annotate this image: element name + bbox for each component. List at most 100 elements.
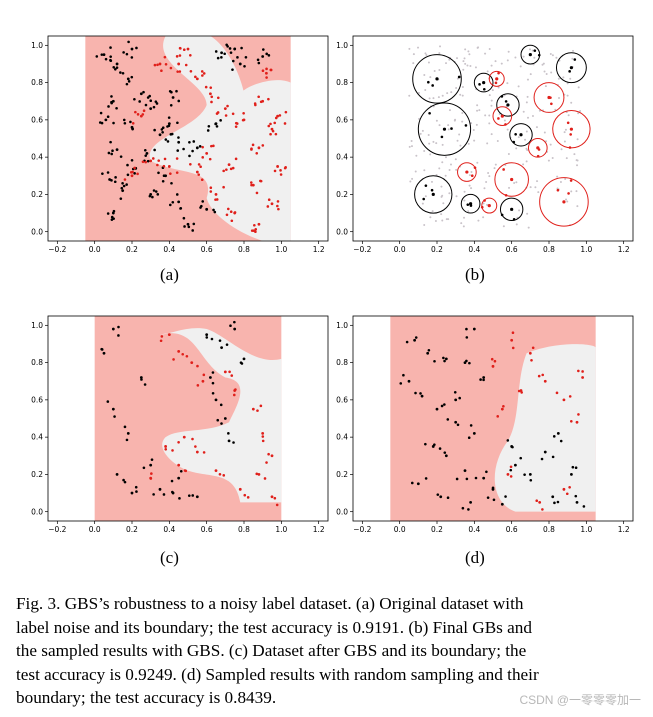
data-point: [143, 148, 147, 152]
x-tick-label: 1.0: [275, 245, 287, 254]
data-point: [575, 420, 579, 424]
background-sample: [459, 93, 462, 96]
data-point: [220, 346, 224, 350]
data-point: [256, 409, 259, 412]
y-tick-label: 0.6: [31, 115, 43, 124]
data-point: [553, 501, 556, 505]
data-point: [109, 55, 112, 58]
granular-ball: [494, 162, 529, 197]
data-point: [131, 170, 134, 174]
sampled-point: [573, 58, 577, 61]
data-point: [220, 51, 224, 55]
data-point: [261, 144, 265, 147]
background-sample: [415, 154, 418, 157]
data-point: [196, 384, 200, 387]
data-point: [192, 222, 196, 226]
data-point: [113, 180, 117, 184]
sampled-point: [502, 168, 505, 171]
data-point: [214, 193, 218, 196]
data-point: [443, 403, 446, 406]
y-tick-label: 0.8: [31, 358, 43, 367]
background-sample: [475, 123, 478, 126]
x-tick-label: −0.2: [48, 245, 66, 254]
data-point: [270, 454, 274, 458]
data-point: [259, 179, 262, 183]
sampled-point: [497, 117, 500, 120]
data-point: [149, 477, 153, 480]
background-sample: [448, 168, 451, 171]
data-point: [490, 357, 494, 361]
data-point: [227, 439, 231, 443]
data-point: [565, 492, 569, 496]
background-sample: [476, 104, 479, 107]
data-point: [100, 348, 104, 351]
background-sample: [484, 52, 487, 55]
data-point: [123, 121, 127, 125]
data-point: [194, 445, 197, 448]
data-point: [259, 404, 263, 408]
sampled-point: [567, 192, 570, 195]
data-point: [111, 149, 114, 153]
data-point: [270, 495, 274, 499]
data-point: [164, 62, 168, 66]
data-point: [276, 204, 279, 208]
data-point: [112, 66, 116, 69]
panel-label-d: (d): [465, 548, 485, 567]
background-sample: [563, 131, 566, 134]
x-tick-label: 1.2: [313, 525, 325, 534]
data-point: [178, 497, 181, 500]
granular-ball: [492, 106, 513, 126]
data-point: [581, 376, 584, 379]
sampled-point: [497, 71, 500, 75]
data-point: [171, 200, 175, 204]
data-point: [126, 432, 130, 435]
data-point: [424, 442, 427, 446]
data-point: [123, 425, 127, 429]
sampled-point: [504, 123, 507, 126]
background-sample: [493, 167, 496, 170]
background-sample: [444, 174, 447, 177]
data-point: [267, 54, 271, 57]
background-sample: [440, 213, 443, 216]
background-sample: [463, 216, 466, 219]
data-point: [143, 383, 147, 386]
data-point: [267, 97, 270, 101]
data-point: [175, 89, 178, 93]
data-point: [189, 54, 192, 57]
data-point: [179, 206, 183, 210]
background-sample: [486, 70, 489, 73]
panel-2: −0.2 0.0 0.2 0.4 0.6 0.8 1.0 1.2 0.0 0.2 0.4 0.6 0.8…: [336, 35, 634, 254]
data-point: [420, 394, 424, 398]
data-point: [229, 167, 233, 171]
data-point: [244, 55, 248, 59]
data-point: [234, 157, 238, 161]
data-point: [222, 185, 225, 189]
x-tick-label: 1.0: [275, 525, 287, 534]
data-point: [232, 393, 236, 397]
granular-ball: [555, 52, 587, 84]
x-tick-label: 0.0: [89, 525, 101, 534]
data-point: [219, 403, 223, 407]
data-point: [204, 85, 208, 89]
background-sample: [579, 110, 582, 113]
data-point: [228, 370, 231, 374]
background-sample: [438, 52, 441, 55]
data-point: [419, 392, 422, 395]
data-point: [190, 361, 194, 364]
data-point: [261, 435, 265, 438]
data-point: [502, 405, 505, 408]
data-point: [195, 170, 199, 174]
data-point: [195, 450, 199, 454]
sampled-point: [500, 213, 504, 217]
data-point: [229, 210, 233, 213]
background-sample: [419, 132, 422, 135]
data-point: [162, 164, 166, 168]
background-sample: [460, 222, 463, 225]
data-point: [130, 47, 134, 51]
data-point: [472, 327, 476, 331]
data-point: [211, 371, 215, 374]
data-point: [514, 463, 517, 467]
data-point: [167, 122, 171, 125]
data-point: [130, 159, 134, 162]
